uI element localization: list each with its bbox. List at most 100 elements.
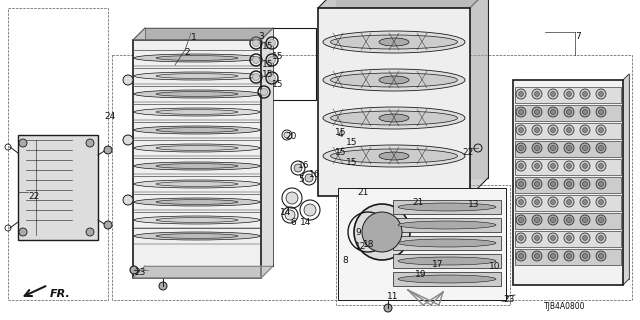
Circle shape bbox=[518, 199, 524, 204]
Circle shape bbox=[598, 218, 604, 222]
Circle shape bbox=[354, 204, 410, 260]
Circle shape bbox=[564, 161, 574, 171]
Text: 9: 9 bbox=[355, 228, 361, 237]
Circle shape bbox=[582, 199, 588, 204]
Circle shape bbox=[548, 233, 558, 243]
Ellipse shape bbox=[330, 111, 458, 125]
Circle shape bbox=[596, 89, 606, 99]
Text: 24: 24 bbox=[104, 112, 115, 121]
Text: 15: 15 bbox=[346, 138, 358, 147]
Bar bbox=[338, 188, 506, 300]
Text: TJB4A0800: TJB4A0800 bbox=[544, 302, 586, 311]
Circle shape bbox=[566, 199, 572, 204]
Bar bbox=[393, 200, 501, 214]
Circle shape bbox=[269, 39, 275, 46]
Ellipse shape bbox=[134, 144, 260, 152]
Text: 21: 21 bbox=[357, 188, 369, 197]
Polygon shape bbox=[470, 0, 488, 196]
Text: 19: 19 bbox=[415, 270, 426, 279]
Bar bbox=[244, 28, 316, 100]
Circle shape bbox=[582, 236, 588, 241]
Ellipse shape bbox=[134, 180, 260, 188]
Bar bbox=[515, 249, 621, 265]
Circle shape bbox=[532, 251, 542, 261]
Circle shape bbox=[518, 92, 524, 97]
Ellipse shape bbox=[156, 200, 238, 204]
Circle shape bbox=[534, 92, 540, 97]
Circle shape bbox=[349, 225, 355, 231]
Circle shape bbox=[304, 204, 316, 216]
Circle shape bbox=[564, 197, 574, 207]
Circle shape bbox=[284, 132, 290, 138]
Circle shape bbox=[596, 161, 606, 171]
Text: 21: 21 bbox=[412, 198, 424, 207]
Circle shape bbox=[518, 218, 524, 222]
Circle shape bbox=[532, 161, 542, 171]
Circle shape bbox=[598, 164, 604, 169]
Text: 7: 7 bbox=[575, 32, 580, 41]
Ellipse shape bbox=[156, 92, 238, 96]
Circle shape bbox=[580, 161, 590, 171]
Circle shape bbox=[548, 215, 558, 225]
Circle shape bbox=[548, 179, 558, 189]
Circle shape bbox=[534, 164, 540, 169]
Circle shape bbox=[582, 127, 588, 132]
Circle shape bbox=[566, 92, 572, 97]
Circle shape bbox=[516, 125, 526, 135]
Circle shape bbox=[582, 181, 588, 187]
Text: 17: 17 bbox=[432, 260, 444, 269]
Circle shape bbox=[550, 109, 556, 115]
Circle shape bbox=[516, 161, 526, 171]
Circle shape bbox=[548, 107, 558, 117]
Text: 16: 16 bbox=[309, 170, 321, 179]
Circle shape bbox=[548, 251, 558, 261]
Circle shape bbox=[596, 251, 606, 261]
Ellipse shape bbox=[134, 198, 260, 206]
Circle shape bbox=[580, 197, 590, 207]
Circle shape bbox=[253, 57, 259, 63]
Bar bbox=[515, 159, 621, 175]
Ellipse shape bbox=[323, 107, 465, 129]
Bar bbox=[145, 28, 273, 266]
Ellipse shape bbox=[134, 90, 260, 98]
Circle shape bbox=[383, 291, 391, 299]
Circle shape bbox=[582, 218, 588, 222]
Text: 15: 15 bbox=[272, 80, 284, 89]
Circle shape bbox=[598, 109, 604, 115]
Bar bbox=[455, 55, 632, 300]
Bar bbox=[393, 218, 501, 232]
Ellipse shape bbox=[398, 275, 496, 283]
Circle shape bbox=[580, 143, 590, 153]
Circle shape bbox=[598, 253, 604, 259]
Ellipse shape bbox=[134, 232, 260, 240]
Ellipse shape bbox=[156, 146, 238, 150]
Circle shape bbox=[564, 107, 574, 117]
Circle shape bbox=[260, 89, 268, 95]
Ellipse shape bbox=[134, 108, 260, 116]
Circle shape bbox=[104, 221, 112, 229]
Circle shape bbox=[130, 266, 138, 274]
Text: 23: 23 bbox=[134, 268, 145, 277]
Text: 15: 15 bbox=[335, 148, 346, 157]
Circle shape bbox=[518, 236, 524, 241]
Circle shape bbox=[564, 233, 574, 243]
Circle shape bbox=[19, 139, 27, 147]
Circle shape bbox=[286, 192, 298, 204]
Bar bbox=[515, 105, 621, 121]
Circle shape bbox=[582, 164, 588, 169]
Circle shape bbox=[580, 89, 590, 99]
Circle shape bbox=[596, 179, 606, 189]
Bar bbox=[18, 135, 98, 240]
Circle shape bbox=[598, 127, 604, 132]
Circle shape bbox=[548, 161, 558, 171]
Ellipse shape bbox=[156, 164, 238, 168]
Text: 15: 15 bbox=[262, 60, 273, 69]
Circle shape bbox=[86, 228, 94, 236]
Ellipse shape bbox=[398, 257, 496, 265]
Circle shape bbox=[564, 251, 574, 261]
Text: 22: 22 bbox=[28, 192, 39, 201]
Circle shape bbox=[516, 197, 526, 207]
Ellipse shape bbox=[156, 110, 238, 115]
Text: 5: 5 bbox=[298, 175, 304, 184]
Circle shape bbox=[580, 125, 590, 135]
